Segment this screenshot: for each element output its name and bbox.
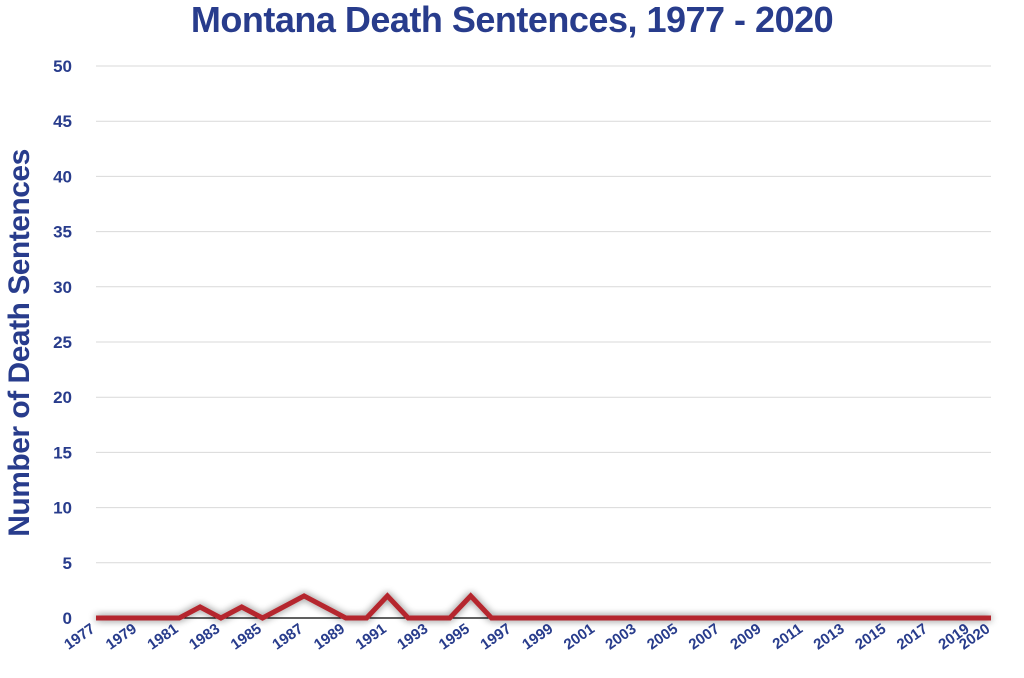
y-tick-label: 10 [53,499,72,518]
x-tick-label: 1987 [269,620,306,653]
x-tick-label: 1999 [519,620,556,653]
x-tick-label: 1979 [103,620,140,653]
y-tick-label: 40 [53,167,72,186]
x-tick-label: 2007 [686,620,723,653]
x-tick-label: 1989 [311,620,348,653]
x-tick-label: 2003 [602,620,639,653]
x-tick-label: 2005 [644,620,681,653]
y-tick-label: 25 [53,333,72,352]
x-tick-label: 1981 [144,620,181,653]
x-tick-label: 1985 [228,620,265,653]
x-tick-label: 2011 [770,620,806,653]
x-tick-label: 2001 [561,620,598,653]
y-tick-label: 15 [53,443,72,462]
x-tick-label: 1995 [436,620,473,653]
x-tick-label: 2013 [811,620,848,653]
x-tick-label: 1993 [394,620,431,653]
y-tick-label: 50 [53,57,72,76]
x-tick-label: 2015 [852,620,889,653]
x-tick-label: 1997 [477,620,514,653]
x-tick-label: 2017 [894,620,931,653]
y-tick-label: 30 [53,278,72,297]
x-tick-label: 1991 [353,620,390,653]
x-tick-labels: 1977 1979 1981 1983 1985 1987 1989 1991 1993 1995… [61,620,993,653]
x-tick-label: 2009 [727,620,764,653]
gridlines [96,65,991,564]
y-tick-label: 0 [63,609,72,628]
x-tick-label: 1983 [186,620,223,653]
y-tick-label: 20 [53,388,72,407]
y-axis-label: Number of Death Sentences [3,149,36,537]
y-tick-label: 35 [53,223,72,242]
series-line [96,592,991,621]
y-tick-label: 5 [63,554,72,573]
chart-title: Montana Death Sentences, 1977 - 2020 [190,0,834,40]
y-tick-label: 45 [53,112,72,131]
series-layer [96,592,991,621]
y-tick-labels: 0 5 10 15 20 25 30 35 40 45 50 [53,57,72,628]
